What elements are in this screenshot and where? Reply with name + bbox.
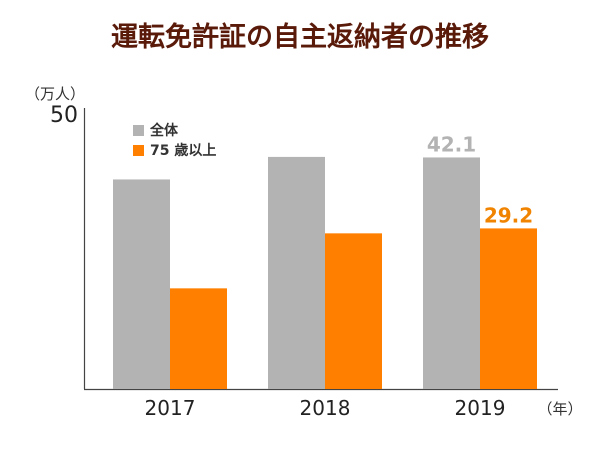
- legend-swatch-75plus: [133, 145, 144, 156]
- y-tick-label-max: 50: [50, 103, 78, 128]
- x-tick-labels: 2017 2018 2019: [145, 396, 506, 420]
- y-axis-unit: （万人）: [25, 85, 85, 103]
- bar-overall-2018: [268, 156, 325, 389]
- bar-75plus-2018: [325, 233, 382, 389]
- bar-overall-2017: [113, 179, 170, 389]
- bar-overall-2019: [423, 157, 480, 389]
- data-label-75plus-2019: 29.2: [484, 203, 533, 227]
- legend: 全体 75 歳以上: [133, 122, 216, 159]
- legend-label-overall: 全体: [149, 122, 179, 139]
- x-tick-label-2019: 2019: [455, 396, 506, 420]
- bar-75plus-2017: [170, 288, 227, 389]
- x-axis-unit: （年）: [537, 400, 582, 418]
- data-label-overall-2019: 42.1: [427, 132, 476, 156]
- x-tick-label-2017: 2017: [145, 396, 196, 420]
- legend-swatch-overall: [133, 125, 144, 136]
- x-tick-label-2018: 2018: [300, 396, 351, 420]
- bar-75plus-2019: [480, 228, 537, 389]
- bars-group: 42.1 29.2: [113, 132, 537, 389]
- legend-label-75plus: 75 歳以上: [150, 142, 216, 159]
- chart-title: 運転免許証の自主返納者の推移: [111, 21, 489, 53]
